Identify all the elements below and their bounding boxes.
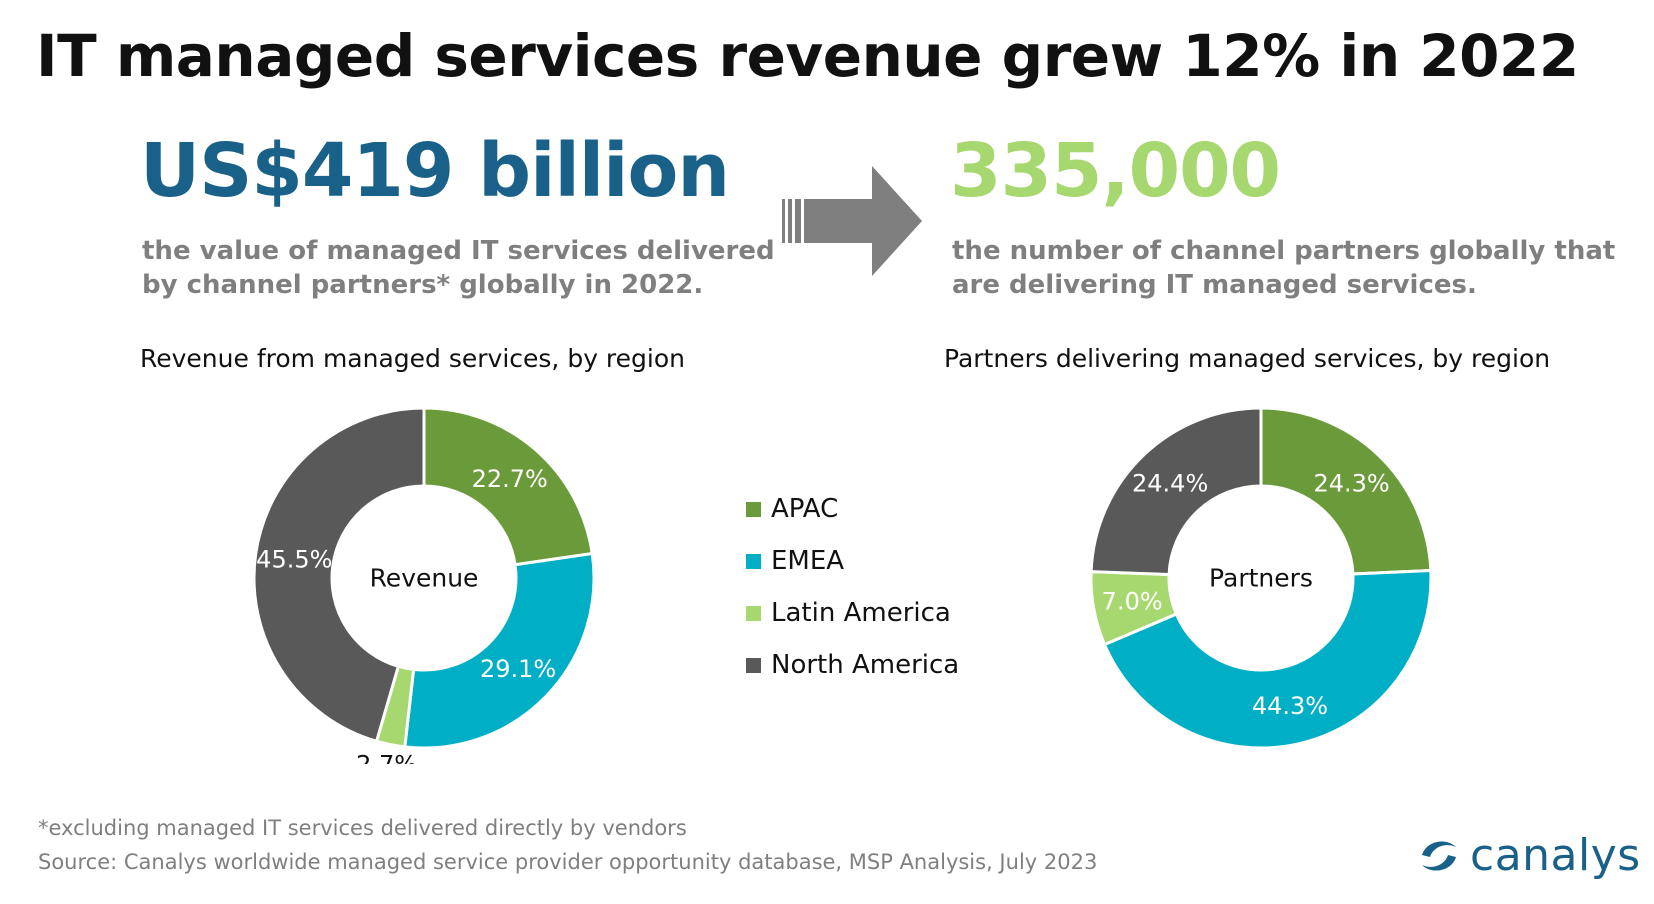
- canalys-logo-icon: [1422, 840, 1456, 871]
- legend-item-apac: APAC: [746, 494, 838, 524]
- partners-chart-title: Partners delivering managed services, by…: [944, 344, 1551, 373]
- data-label-apac: 24.3%: [1313, 469, 1389, 497]
- partners-stat-description: the number of channel partners globally …: [952, 236, 1616, 300]
- page-title: IT managed services revenue grew 12% in …: [36, 22, 1579, 90]
- data-label-latin-america: 2.7%: [356, 750, 417, 764]
- data-label-north-america: 24.4%: [1132, 470, 1208, 498]
- donut-center-label: Partners: [1209, 564, 1313, 593]
- data-label-apac: 22.7%: [472, 465, 548, 493]
- legend-label: APAC: [771, 494, 839, 524]
- data-label-north-america: 45.5%: [256, 546, 332, 574]
- legend-swatch: [746, 553, 761, 569]
- legend-swatch: [746, 657, 761, 673]
- arrow-right-icon: [782, 166, 922, 276]
- revenue-chart-title: Revenue from managed services, by region: [140, 344, 685, 373]
- partners-stat-value: 335,000: [950, 128, 1281, 214]
- legend-item-north-america: North America: [746, 650, 959, 680]
- canalys-logo: canalys: [1416, 830, 1641, 881]
- legend-swatch: [746, 605, 761, 621]
- data-label-latin-america: 7.0%: [1102, 588, 1163, 616]
- revenue-stat-value: US$419 billion: [140, 128, 730, 214]
- revenue-stat-description: the value of managed IT services deliver…: [142, 236, 775, 300]
- partners-donut-chart: 24.3% 44.3% 7.0% 24.4% Partners: [1089, 406, 1433, 750]
- data-label-emea: 44.3%: [1252, 692, 1328, 720]
- donut-slice-north-america: [1089, 406, 1263, 577]
- donut-slice-apac: [1259, 406, 1433, 576]
- legend-label: EMEA: [771, 546, 845, 576]
- donut-center-label: Revenue: [370, 564, 479, 593]
- footnote: *excluding managed IT services delivered…: [38, 816, 687, 840]
- donut-slice-emea: [1102, 568, 1433, 750]
- legend-label: North America: [771, 650, 960, 680]
- donut-slice-emea: [403, 551, 596, 750]
- legend-swatch: [746, 501, 761, 517]
- data-label-emea: 29.1%: [480, 655, 556, 683]
- canalys-logo-text: canalys: [1470, 830, 1641, 881]
- legend-item-latin-america: Latin America: [746, 598, 951, 628]
- donut-slice-apac: [422, 406, 594, 567]
- revenue-donut-chart: 22.7% 29.1% 2.7% 45.5% Revenue: [252, 406, 596, 764]
- legend-label: Latin America: [771, 598, 951, 628]
- legend-item-emea: EMEA: [746, 546, 844, 576]
- donut-slice-north-america: [252, 406, 426, 744]
- source-note: Source: Canalys worldwide managed servic…: [38, 850, 1098, 874]
